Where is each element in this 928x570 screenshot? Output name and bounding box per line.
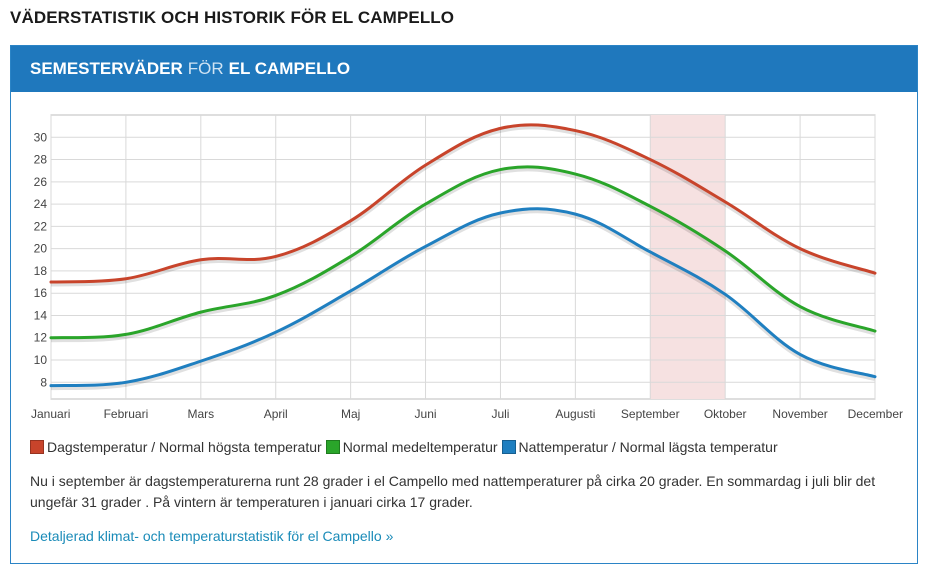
legend-swatch-mean: [325, 440, 340, 454]
legend-item-mean: Normal medeltemperatur: [325, 439, 498, 455]
x-tick-label: December: [848, 407, 903, 421]
legend-item-low: Nattemperatur / Normal lägsta temperatur: [501, 439, 778, 455]
card-header: SEMESTERVÄDER FÖR EL CAMPELLO: [11, 46, 917, 92]
card-title-part3: EL CAMPELLO: [228, 59, 351, 78]
legend-item-high: Dagstemperatur / Normal högsta temperatu…: [30, 439, 322, 455]
y-tick-label: 22: [34, 219, 48, 233]
x-tick-label: September: [621, 407, 680, 421]
x-tick-label: April: [264, 407, 288, 421]
y-tick-label: 10: [34, 353, 48, 367]
legend-swatch-low: [501, 440, 516, 454]
climate-description: Nu i september är dagstemperaturerna run…: [30, 473, 876, 510]
temperature-chart: 8 10 12 14 16 18 20 22 24 26 28 30 Januari Februari Ma…: [31, 114, 903, 421]
series-line-high-shadow: [50, 124, 876, 287]
x-tick-label: Augusti: [555, 407, 595, 421]
y-tick-label: 24: [34, 197, 48, 211]
y-tick-label: 16: [34, 286, 48, 300]
series-line-mean: [49, 165, 877, 340]
x-tick-label: Februari: [104, 407, 149, 421]
x-tick-label: Maj: [341, 407, 360, 421]
legend-label-low: Nattemperatur / Normal lägsta temperatur: [518, 439, 778, 455]
x-tick-label: Januari: [31, 407, 70, 421]
legend-label-mean: Normal medeltemperatur: [342, 439, 498, 455]
x-tick-label: Juni: [415, 407, 437, 421]
x-tick-label: Mars: [187, 407, 214, 421]
series-line-mean-shadow: [50, 166, 876, 343]
y-tick-label: 12: [34, 331, 48, 345]
detailed-statistics-link[interactable]: Detaljerad klimat- och temperaturstatist…: [30, 528, 394, 544]
y-tick-label: 28: [34, 153, 48, 167]
y-tick-label: 8: [40, 375, 47, 389]
x-tick-label: November: [772, 407, 827, 421]
series-line-low-shadow: [50, 208, 876, 391]
y-tick-label: 20: [34, 242, 48, 256]
y-tick-label: 18: [34, 264, 48, 278]
series-line-low: [49, 207, 877, 388]
series-line-high: [49, 123, 877, 284]
legend-label-high: Dagstemperatur / Normal högsta temperatu…: [47, 439, 322, 455]
y-tick-label: 26: [34, 175, 48, 189]
y-tick-label: 14: [34, 308, 48, 322]
holiday-weather-card: SEMESTERVÄDER FÖR EL CAMPELLO 8 10 12 14 16 1…: [10, 45, 918, 564]
card-title-part1: SEMESTERVÄDER: [30, 59, 183, 78]
x-tick-label: Oktober: [704, 407, 747, 421]
y-tick-label: 30: [34, 130, 48, 144]
plot-area: [50, 114, 876, 400]
chart-legend: Dagstemperatur / Normal högsta temperatu…: [30, 439, 782, 455]
card-title-part2: FÖR: [187, 59, 224, 78]
x-tick-label: Juli: [491, 407, 509, 421]
page-heading: VÄDERSTATISTIK OCH HISTORIK FÖR EL CAMPE…: [10, 8, 455, 27]
legend-swatch-high: [30, 440, 44, 454]
